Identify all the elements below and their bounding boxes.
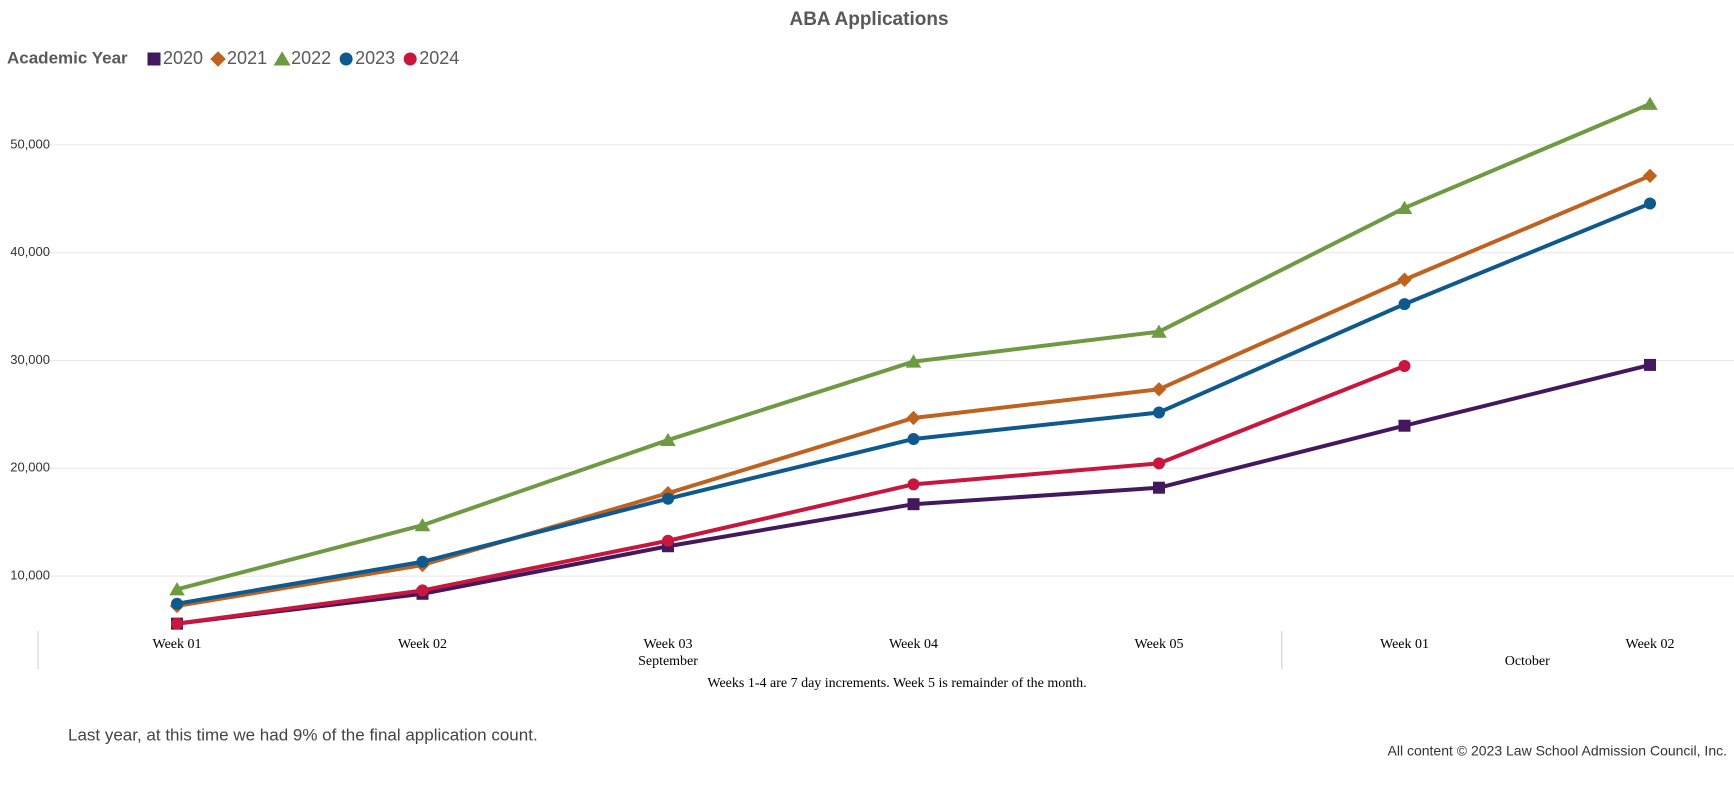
legend-item: 2021 bbox=[210, 48, 267, 68]
x-tick-label: Week 02 bbox=[1625, 637, 1674, 652]
marker bbox=[147, 52, 161, 66]
x-tick-label: Week 05 bbox=[1134, 637, 1183, 652]
marker bbox=[660, 432, 676, 447]
marker bbox=[339, 52, 353, 66]
group-label: October bbox=[1505, 654, 1550, 669]
series-line bbox=[176, 201, 1651, 606]
marker bbox=[1398, 419, 1411, 432]
marker bbox=[403, 52, 417, 66]
marker bbox=[906, 410, 921, 426]
y-tick-label: 10,000 bbox=[10, 568, 50, 583]
marker bbox=[171, 617, 183, 630]
legend-title: Academic Year bbox=[7, 48, 128, 67]
note: Last year, at this time we had 9% of the… bbox=[68, 725, 538, 744]
marker bbox=[1151, 382, 1167, 397]
marker bbox=[907, 498, 920, 511]
y-tick-label: 20,000 bbox=[10, 460, 50, 475]
marker bbox=[414, 518, 431, 532]
marker bbox=[1397, 272, 1412, 287]
marker bbox=[273, 51, 291, 66]
series-line bbox=[176, 173, 1651, 608]
y-tick-label: 50,000 bbox=[10, 136, 50, 151]
marker bbox=[1398, 298, 1411, 311]
legend-label: 2023 bbox=[355, 48, 395, 68]
group-label: September bbox=[638, 654, 698, 669]
series-line bbox=[176, 102, 1651, 592]
marker bbox=[171, 597, 183, 610]
marker bbox=[1644, 358, 1656, 371]
marker bbox=[1151, 324, 1167, 338]
legend-label: 2021 bbox=[227, 48, 267, 68]
legend-label: 2024 bbox=[419, 48, 459, 68]
marker bbox=[1644, 197, 1656, 210]
series-line bbox=[176, 362, 1651, 626]
y-tick-label: 30,000 bbox=[10, 352, 50, 367]
legend-label: 2020 bbox=[163, 48, 203, 68]
x-note: Weeks 1-4 are 7 day increments. Week 5 i… bbox=[707, 676, 1086, 691]
marker bbox=[1153, 406, 1165, 419]
x-tick-label: Week 04 bbox=[889, 637, 938, 652]
legend-item: 2023 bbox=[339, 48, 395, 68]
series-line bbox=[176, 364, 1406, 626]
marker bbox=[1153, 457, 1165, 470]
y-tick-label: 40,000 bbox=[10, 244, 50, 259]
chart-title: ABA Applications bbox=[789, 9, 948, 30]
marker bbox=[1396, 200, 1413, 214]
legend-item: 2020 bbox=[147, 48, 203, 68]
x-tick-label: Week 02 bbox=[398, 637, 447, 652]
marker bbox=[1153, 481, 1165, 494]
x-tick-label: Week 03 bbox=[643, 637, 692, 652]
legend-label: 2022 bbox=[291, 48, 331, 68]
marker bbox=[1642, 96, 1658, 110]
legend-item: 2022 bbox=[273, 48, 331, 68]
marker bbox=[416, 584, 429, 597]
marker bbox=[907, 432, 920, 445]
marker bbox=[1642, 168, 1658, 184]
marker bbox=[210, 51, 226, 67]
legend-item: 2024 bbox=[403, 48, 459, 68]
copyright: All content © 2023 Law School Admission … bbox=[1388, 743, 1728, 759]
marker bbox=[905, 354, 922, 368]
x-tick-label: Week 01 bbox=[152, 637, 201, 652]
marker bbox=[662, 492, 674, 505]
marker bbox=[907, 478, 920, 491]
marker bbox=[169, 582, 185, 596]
marker bbox=[416, 555, 429, 568]
x-tick-label: Week 01 bbox=[1380, 637, 1429, 652]
marker bbox=[1398, 359, 1411, 372]
marker bbox=[662, 534, 674, 547]
